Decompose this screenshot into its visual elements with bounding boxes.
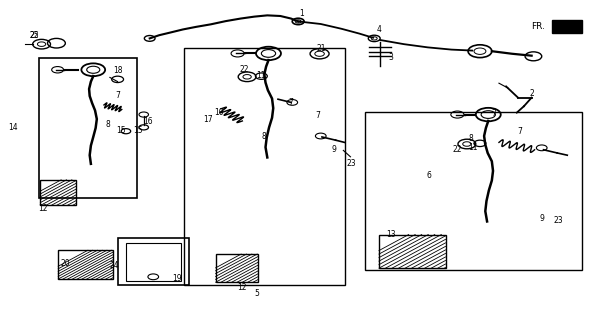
Bar (40, 180, 76, 205)
Text: 25: 25 (30, 31, 39, 40)
Text: 15: 15 (133, 126, 143, 135)
Text: 5: 5 (254, 289, 259, 298)
Text: 22: 22 (453, 145, 462, 154)
Bar (552, 20, 582, 33)
Text: 10: 10 (214, 108, 223, 117)
Text: 2: 2 (530, 89, 535, 98)
Text: 7: 7 (315, 111, 320, 120)
Bar (58, 250, 113, 279)
Bar (39, 58, 137, 198)
Text: 6: 6 (426, 171, 431, 180)
Text: 24: 24 (109, 261, 119, 270)
Text: 8: 8 (468, 134, 473, 143)
Text: 17: 17 (203, 115, 213, 124)
Text: 4: 4 (377, 25, 381, 34)
Text: 18: 18 (113, 66, 122, 75)
Text: 11: 11 (468, 143, 478, 152)
Text: 3: 3 (388, 53, 393, 62)
Text: 22: 22 (30, 31, 39, 40)
Text: 23: 23 (347, 159, 356, 168)
Bar (118, 238, 189, 285)
Text: 13: 13 (386, 230, 396, 239)
Text: 14: 14 (8, 123, 18, 132)
Text: 7: 7 (517, 127, 522, 136)
Text: 7: 7 (492, 109, 497, 118)
Text: 23: 23 (554, 216, 563, 225)
Bar (126, 243, 181, 281)
Text: 21: 21 (316, 44, 326, 52)
Text: 11: 11 (257, 71, 266, 80)
Bar (184, 48, 345, 285)
Text: 7: 7 (115, 91, 120, 100)
Text: 9: 9 (539, 214, 544, 223)
Text: 22: 22 (240, 65, 249, 74)
Bar (379, 235, 446, 268)
Text: 20: 20 (61, 259, 70, 268)
Text: 19: 19 (172, 274, 182, 283)
Text: 8: 8 (106, 120, 110, 129)
Bar (365, 112, 582, 270)
Text: 7: 7 (289, 98, 293, 107)
Text: 12: 12 (38, 204, 48, 212)
Text: 9: 9 (331, 145, 336, 154)
Text: 1: 1 (299, 9, 304, 18)
Text: 8: 8 (261, 132, 266, 141)
Text: FR.: FR. (531, 22, 545, 31)
Text: 12: 12 (238, 284, 247, 292)
Bar (216, 254, 258, 282)
Text: 15: 15 (116, 126, 126, 135)
Text: 16: 16 (144, 117, 153, 126)
